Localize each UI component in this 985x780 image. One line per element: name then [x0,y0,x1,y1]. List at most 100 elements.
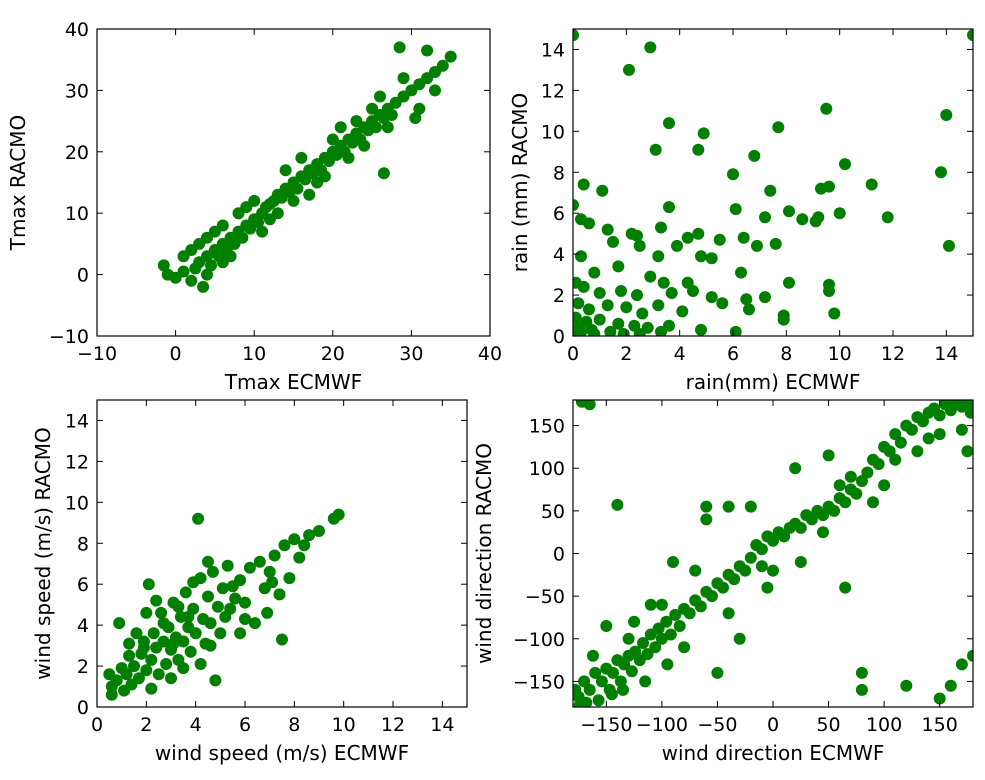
data-point [385,109,398,121]
data-point [167,637,180,650]
data-point [833,207,846,220]
data-points [157,41,457,293]
data-point [633,239,646,252]
data-point [740,293,753,306]
data-point [943,239,955,252]
data-point [697,127,710,140]
data-point [652,622,665,635]
data-point [287,194,300,207]
data-point [142,578,155,591]
data-point [628,615,641,628]
data-point [652,299,665,312]
data-point [694,600,707,613]
y-tick-label: 0 [77,265,89,287]
data-point [234,627,247,640]
data-point [577,280,590,293]
x-tick-label: 6 [239,714,251,736]
data-point [767,564,779,577]
data-point [350,115,363,128]
data-point [113,617,126,630]
data-point [655,325,667,336]
data-point [676,305,689,318]
data-point [783,205,795,218]
data-point [177,265,190,278]
data-point [596,184,609,197]
data-point [625,665,638,678]
data-point [692,227,705,240]
data-point [751,239,763,252]
y-tick-label: 20 [65,142,89,164]
data-point [722,607,735,620]
data-point [855,683,868,696]
data-point [728,573,741,586]
y-tick-label: 4 [77,615,89,637]
y-tick-label: −150 [513,671,565,693]
data-point [673,620,686,632]
data-point [444,50,457,63]
data-point [184,645,197,658]
x-tick-label: 10 [242,343,266,365]
x-tick-label: 150 [922,714,958,736]
data-point [805,513,818,526]
data-point [678,641,691,654]
data-point [593,313,606,326]
data-point [145,653,158,666]
data-point [256,225,269,238]
data-point [201,268,213,281]
data-point [273,588,286,601]
data-point [839,581,852,594]
data-point [334,121,347,134]
data-point [905,423,918,436]
data-point [637,637,649,649]
y-tick-label: 12 [65,451,89,473]
data-point [681,231,694,244]
data-point [150,594,163,607]
data-point [783,276,795,289]
data-point [279,164,292,177]
data-point [872,458,885,470]
x-tick-label: 2 [620,343,632,365]
x-tick-label: 6 [727,343,739,365]
data-point [667,556,679,568]
data-point [318,170,331,183]
data-point [303,188,316,201]
axes-frame [96,399,468,708]
data-point [759,291,771,304]
axes-frame [572,399,974,708]
axes-frame [96,28,491,337]
data-point [664,628,677,641]
data-point [110,674,123,687]
data-point [128,660,140,673]
y-tick-label: 0 [553,326,565,348]
data-point [617,683,629,696]
data-point [261,606,274,619]
data-point [796,213,809,226]
data-point [575,250,587,263]
data-point [639,675,652,688]
data-point [179,586,192,599]
data-point [695,323,707,336]
data-point [197,280,210,293]
x-tick-label: 30 [399,343,423,365]
y-tick-label: 0 [553,544,565,566]
data-point [817,526,829,539]
x-axis-label: Tmax ECMWF [224,370,362,394]
data-point [739,564,752,577]
y-tick-label: 14 [65,410,89,432]
data-point [393,41,406,54]
data-point [940,109,953,121]
data-point [263,565,276,578]
data-point [577,178,590,191]
data-point [764,184,777,197]
y-tick-label: 2 [77,656,89,678]
data-point [155,606,168,619]
data-point [189,627,202,640]
data-point [649,143,662,156]
data-point [607,235,619,248]
data-point [295,151,308,164]
data-point [967,29,973,42]
data-point [649,641,662,654]
data-point [202,555,214,568]
data-point [944,404,957,417]
